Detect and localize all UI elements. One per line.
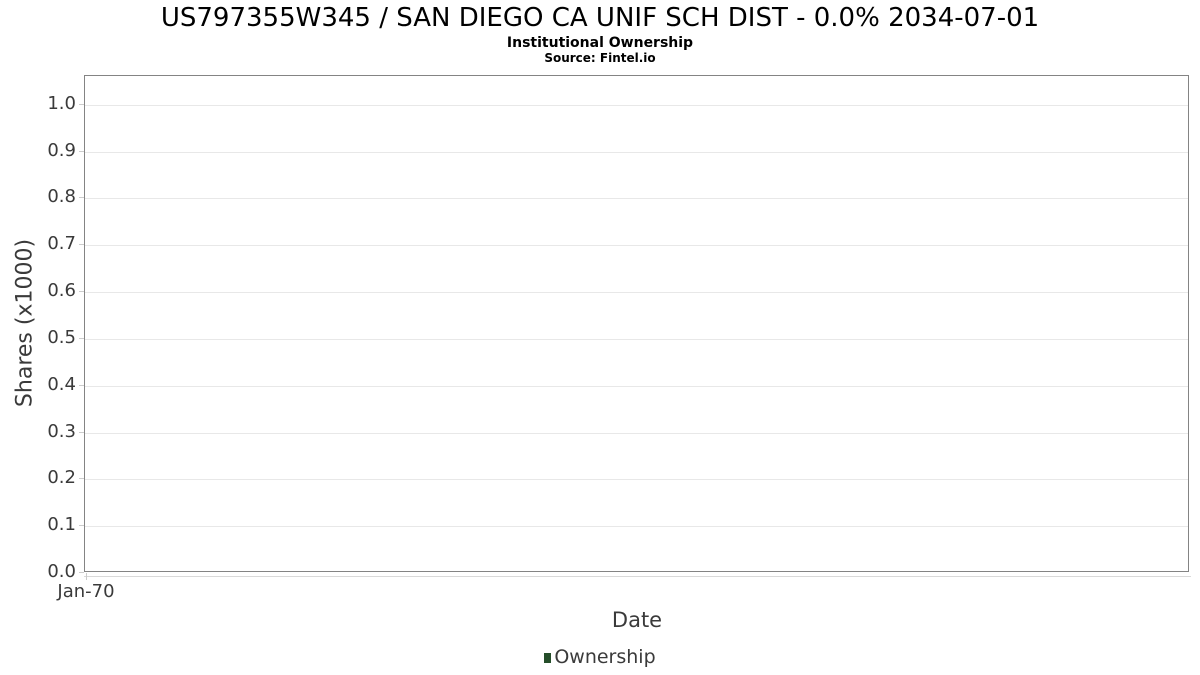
legend-label-ownership: Ownership [554,646,656,668]
y-tick-mark [79,291,84,292]
chart-subtitle: Institutional Ownership [506,35,694,51]
x-axis-line [84,576,1191,577]
gridline-y-0.4 [85,386,1188,387]
y-tick-label: 0.3 [47,421,76,442]
gridline-y-0.7 [85,245,1188,246]
y-tick-mark [79,478,84,479]
y-tick-mark [79,197,84,198]
legend: Ownership [0,646,1200,668]
y-tick-mark [79,525,84,526]
y-tick-mark [79,385,84,386]
y-tick-mark [79,104,84,105]
y-tick-label: 0.2 [47,467,76,488]
gridline-y-0.3 [85,433,1188,434]
gridline-y-0.1 [85,526,1188,527]
chart-title: US797355W345 / SAN DIEGO CA UNIF SCH DIS… [160,3,1040,33]
y-tick-label: 0.1 [47,514,76,535]
y-tick-label: 1.0 [47,93,76,114]
y-tick-label: 0.7 [47,233,76,254]
x-tick-mark [86,573,87,580]
gridline-y-0.2 [85,479,1188,480]
plot-area [84,75,1189,572]
y-tick-mark [79,338,84,339]
gridline-y-0.6 [85,292,1188,293]
y-tick-label: 0.4 [47,374,76,395]
gridline-y-0.9 [85,152,1188,153]
legend-marker-ownership [544,652,552,663]
chart-source: Source: Fintel.io [544,51,656,65]
x-tick-label: Jan-70 [57,581,115,602]
y-tick-label: 0.9 [47,140,76,161]
gridline-y-0.5 [85,339,1188,340]
y-tick-mark [79,244,84,245]
y-tick-mark [79,432,84,433]
y-tick-label: 0.5 [47,327,76,348]
y-tick-label: 0.6 [47,280,76,301]
y-tick-mark [79,151,84,152]
gridline-y-1.0 [85,105,1188,106]
x-axis-label: Date [611,608,663,632]
y-tick-label: 0.0 [47,561,76,582]
y-tick-label: 0.8 [47,186,76,207]
gridline-y-0.8 [85,198,1188,199]
y-tick-mark [79,572,84,573]
